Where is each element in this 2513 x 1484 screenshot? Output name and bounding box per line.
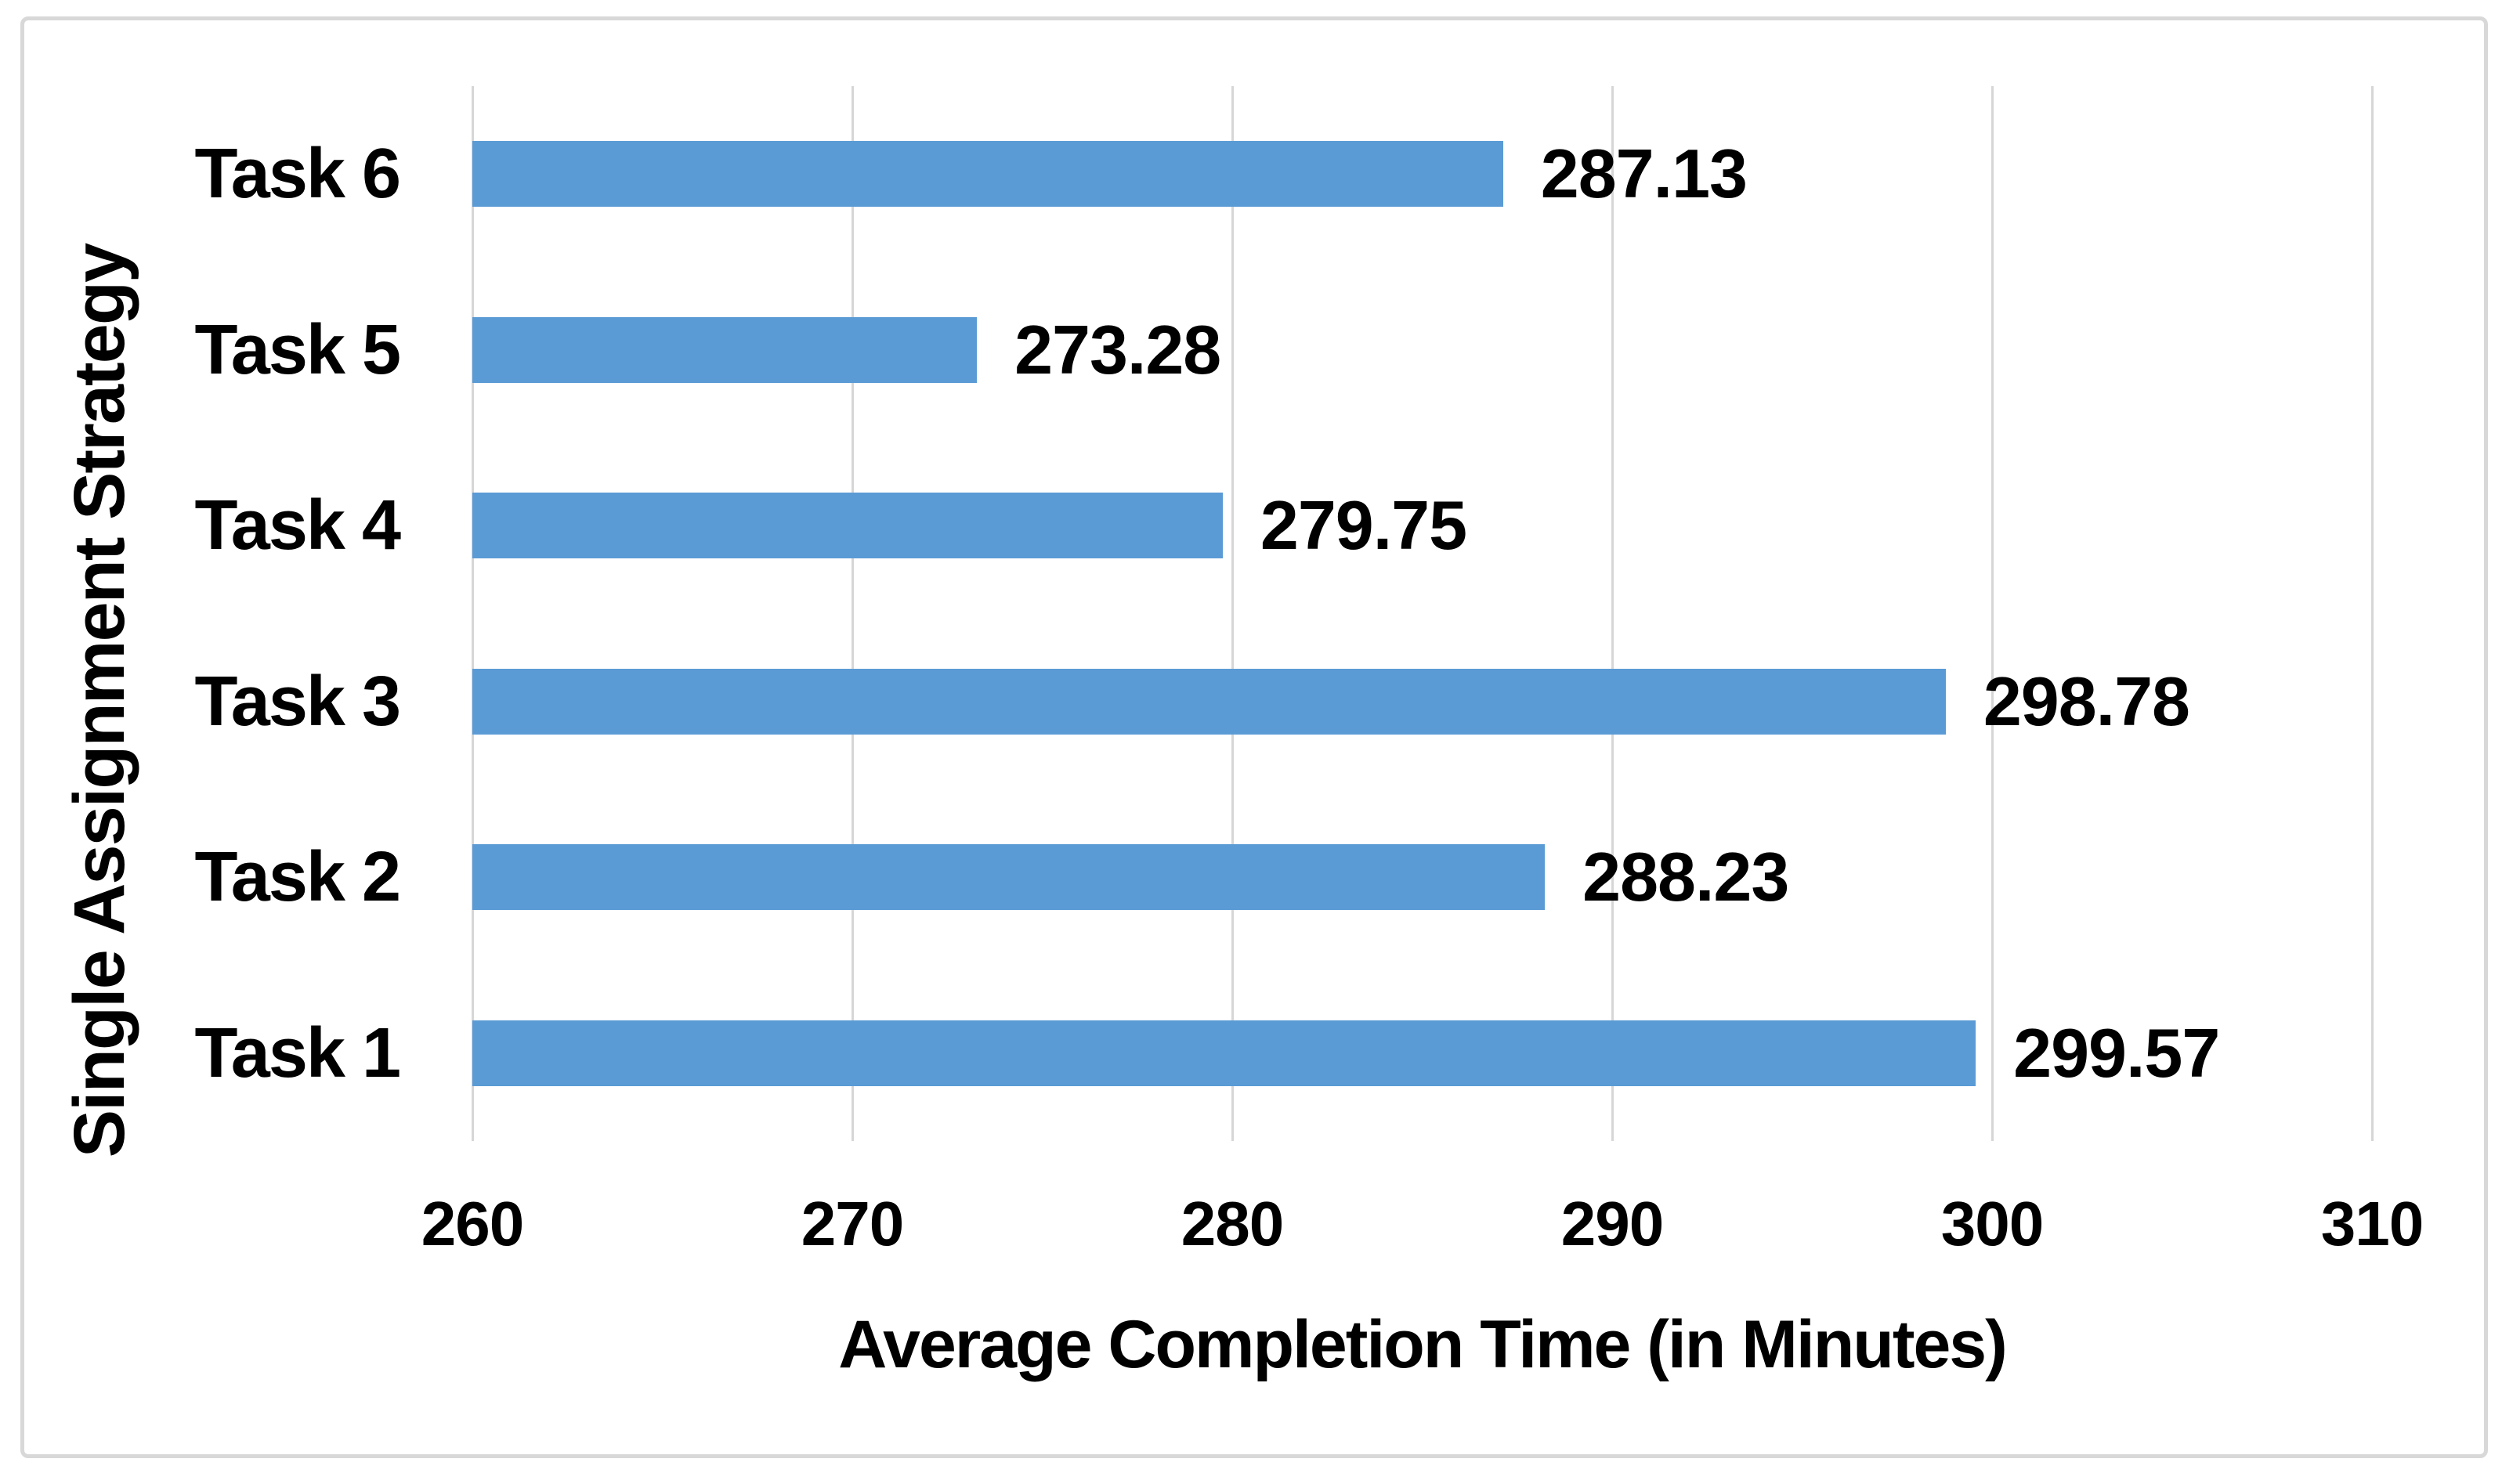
gridline-270 [851,86,854,1141]
gridline-310 [2370,86,2374,1141]
chart-frame [20,16,2488,1458]
value-label-task-4: 279.75 [1260,486,1467,565]
category-label-task-1: Task 1 [194,1013,401,1092]
gridline-260 [471,86,474,1141]
y-axis-title: Single Assignment Strategy [60,244,139,1158]
value-label-task-3: 298.78 [1983,662,2190,740]
bar-task-3 [472,668,1946,735]
x-axis-title: Average Completion Time (in Minutes) [838,1307,2008,1382]
category-label-task-3: Task 3 [194,662,401,741]
category-label-task-6: Task 6 [194,135,401,214]
bar-task-1 [472,1020,1976,1086]
value-label-task-2: 288.23 [1582,838,1789,916]
category-label-task-4: Task 4 [194,486,401,565]
value-label-task-6: 287.13 [1540,135,1748,213]
gridline-280 [1231,86,1234,1141]
category-label-task-5: Task 5 [194,310,401,389]
value-label-task-1: 299.57 [2013,1013,2220,1092]
value-label-task-5: 273.28 [1014,310,1221,388]
bar-task-6 [472,141,1503,208]
x-tick-label-290: 290 [1560,1189,1664,1258]
x-tick-label-260: 260 [421,1189,524,1258]
x-tick-label-310: 310 [2320,1189,2424,1258]
gridline-300 [1991,86,1994,1141]
category-label-task-2: Task 2 [194,838,401,917]
x-tick-label-270: 270 [801,1189,904,1258]
x-tick-label-280: 280 [1181,1189,1284,1258]
bar-task-4 [472,493,1223,559]
bar-task-2 [472,844,1546,911]
gridline-290 [1611,86,1614,1141]
bar-task-5 [472,316,978,383]
x-tick-label-300: 300 [1940,1189,2044,1258]
